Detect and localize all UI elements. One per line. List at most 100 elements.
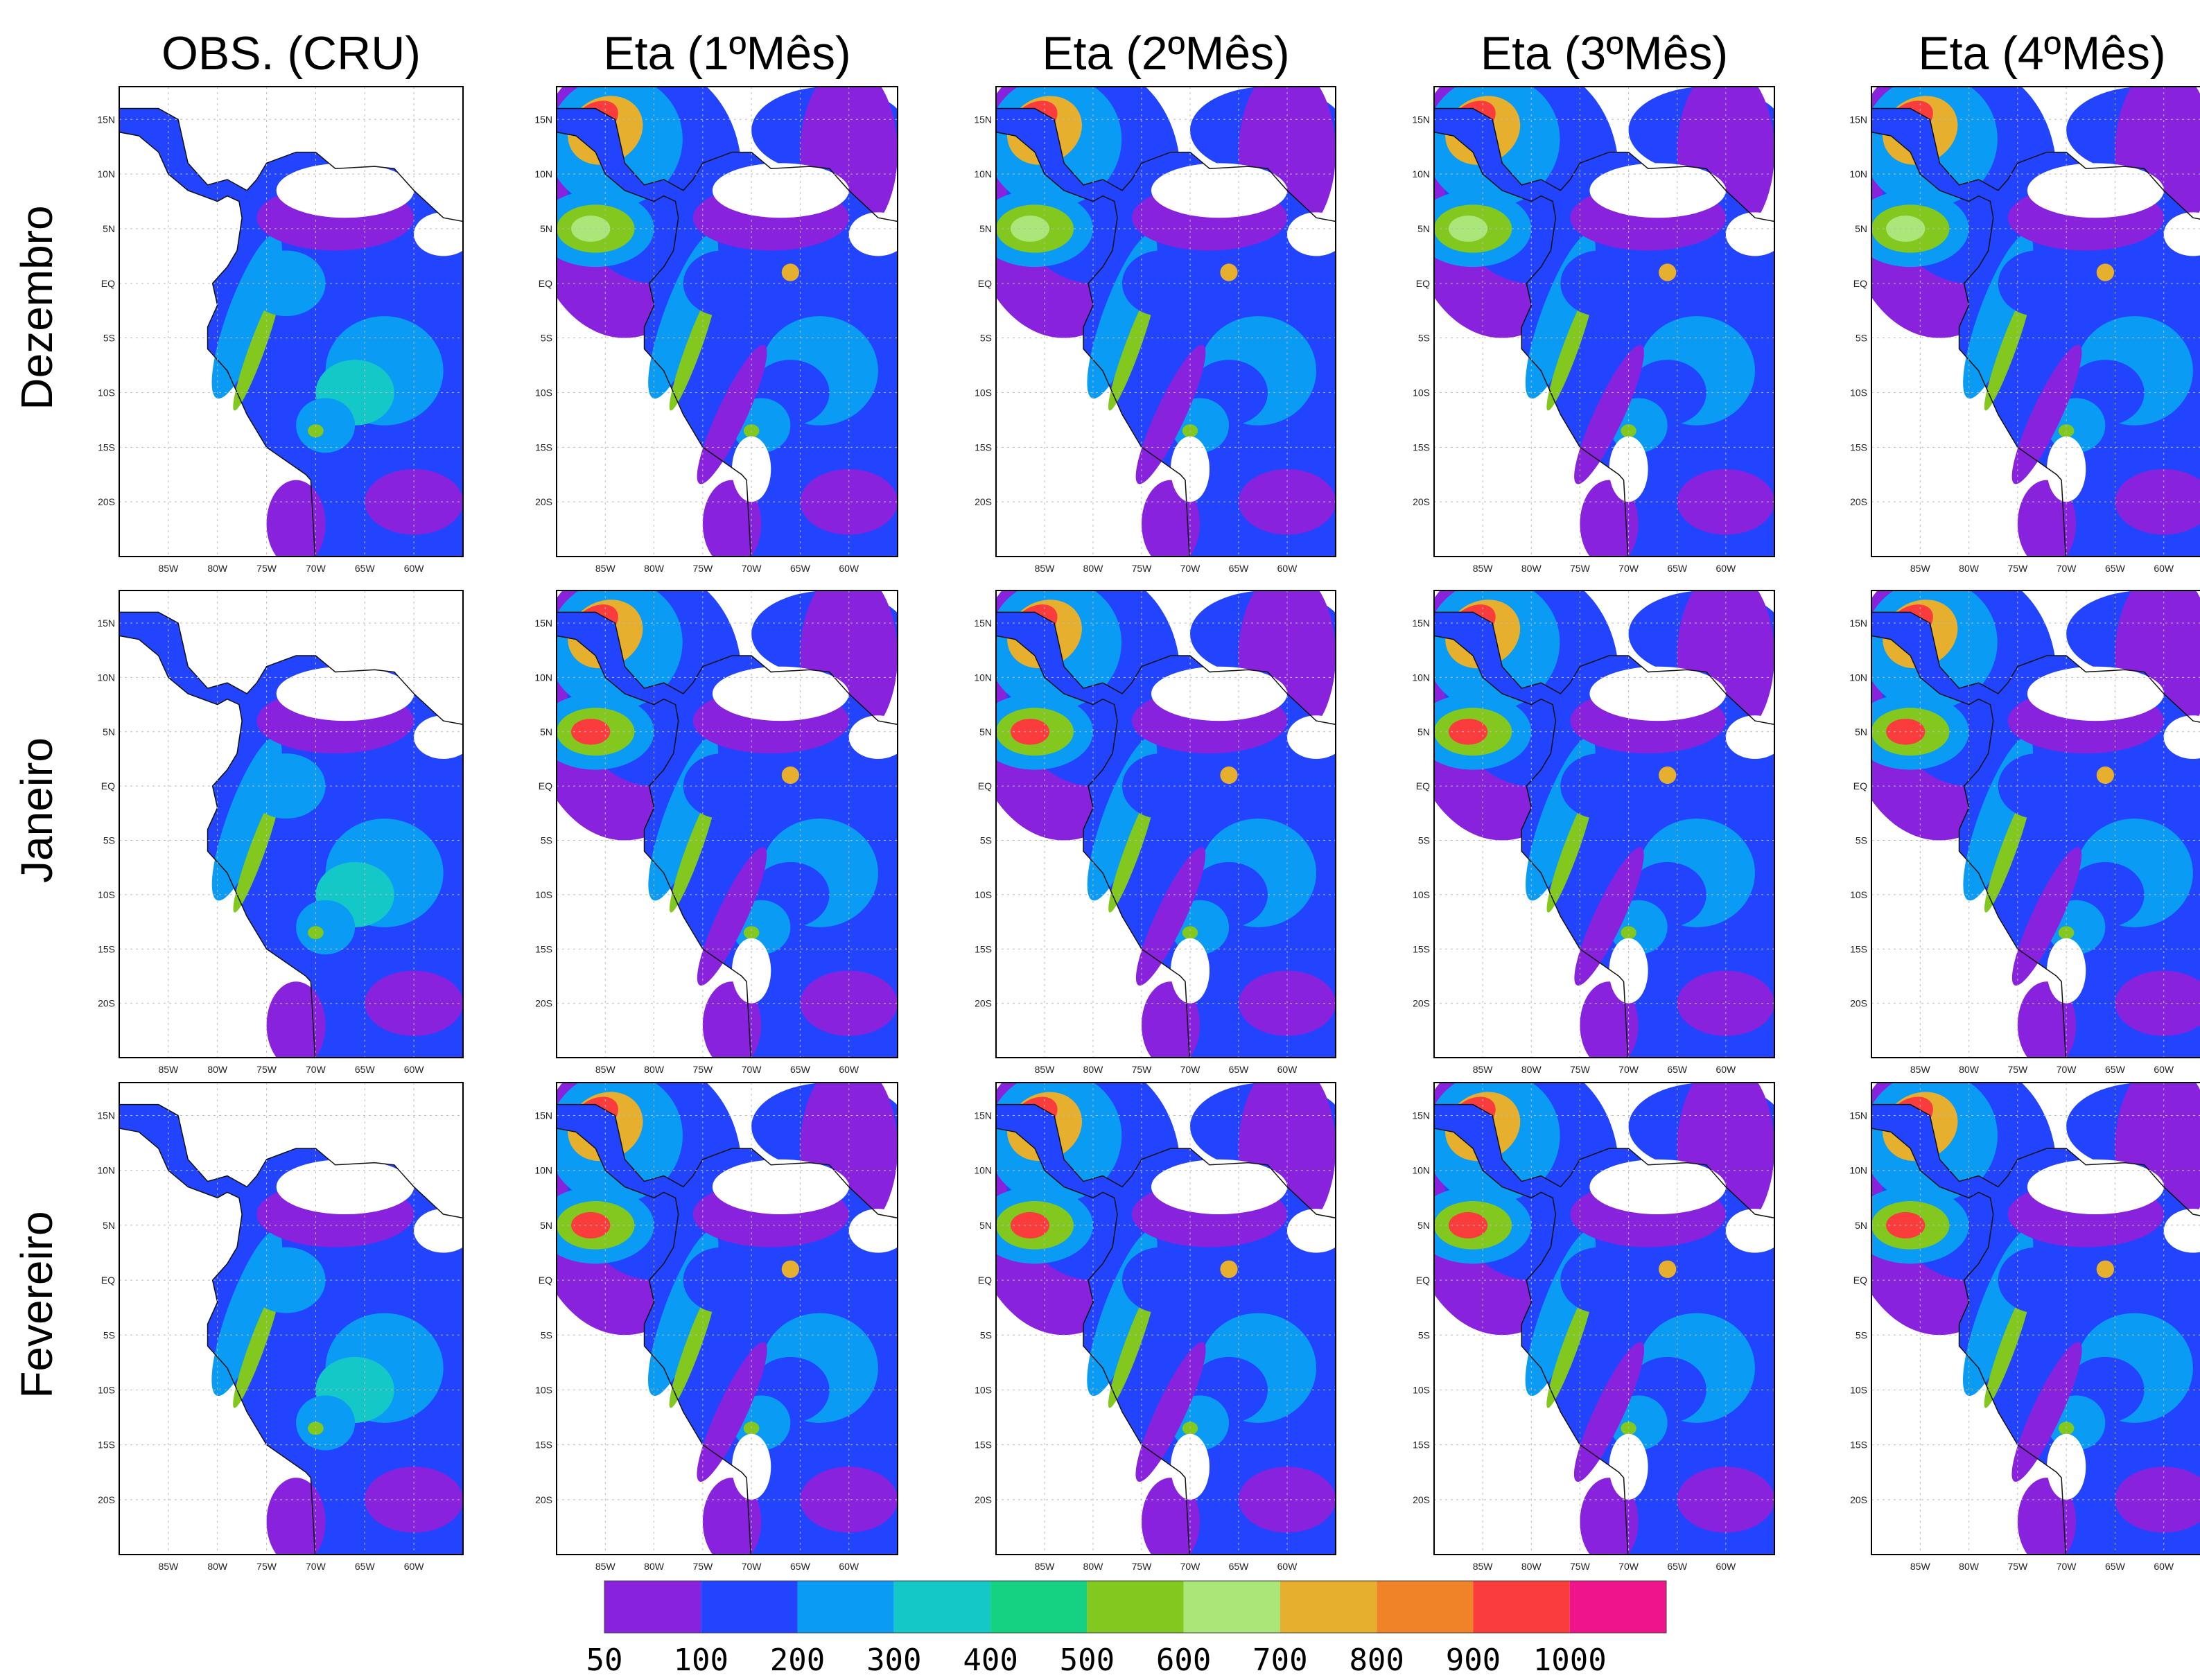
lat-tick-label: EQ <box>101 780 115 791</box>
lat-tick-label: 5S <box>103 333 115 344</box>
lat-tick-label: 10N <box>534 168 552 180</box>
lat-tick-label: 5N <box>1417 726 1430 737</box>
precip-area <box>1589 1159 1726 1215</box>
lon-tick-label: 85W <box>1473 563 1494 574</box>
precip-area <box>296 1395 356 1451</box>
precip-area <box>1239 469 1336 535</box>
lon-tick-label: 60W <box>1716 1561 1736 1572</box>
lon-tick-label: 60W <box>1277 1064 1298 1075</box>
coastline <box>1871 611 2200 1058</box>
lat-tick-label: 15N <box>1849 1110 1867 1121</box>
lon-tick-label: 80W <box>1959 563 1980 574</box>
precip-area <box>697 847 767 986</box>
precip-area <box>414 715 463 759</box>
lon-tick-label: 70W <box>1618 563 1639 574</box>
lat-tick-label: 10S <box>975 889 992 900</box>
lat-tick-label: 10N <box>97 1165 115 1176</box>
lat-tick-label: 5S <box>1418 1329 1430 1340</box>
lat-tick-label: 15S <box>98 943 115 954</box>
lon-tick-label: 70W <box>742 563 762 574</box>
lat-tick-label: 5N <box>1855 726 1867 737</box>
lon-tick-label: 65W <box>790 1064 811 1075</box>
precip-area <box>1659 263 1677 281</box>
precip-area <box>1171 938 1210 1004</box>
precip-area <box>2115 970 2200 1036</box>
lat-tick-label: 10S <box>98 387 115 398</box>
precip-area <box>276 1159 414 1215</box>
precip-area <box>1725 1209 1774 1253</box>
lat-tick-label: 20S <box>535 1494 552 1505</box>
lat-tick-label: 15S <box>98 1440 115 1451</box>
lat-tick-label: 5S <box>980 835 992 846</box>
precip-area <box>2047 938 2086 1004</box>
coastline <box>557 611 898 1058</box>
lon-tick-label: 65W <box>1229 1064 1250 1075</box>
lat-tick-label: 20S <box>98 496 115 507</box>
precip-area <box>1287 212 1336 256</box>
lon-tick-label: 80W <box>207 1064 228 1075</box>
row-label: Janeiro <box>12 737 62 883</box>
lat-tick-label: 15N <box>974 618 992 629</box>
precip-area <box>1984 789 2032 913</box>
lat-tick-label: 15S <box>1850 441 1867 453</box>
lat-tick-label: 15N <box>534 1110 552 1121</box>
precip-area <box>1998 753 2077 819</box>
lat-tick-label: 10S <box>535 1384 552 1395</box>
lon-tick-label: 65W <box>1667 1064 1688 1075</box>
lat-tick-label: 15S <box>975 943 992 954</box>
lon-tick-label: 65W <box>1229 1561 1250 1572</box>
map-frame <box>119 1082 464 1555</box>
column-title: Eta (1ºMês) <box>603 27 850 80</box>
lon-tick-label: 75W <box>256 563 277 574</box>
lon-tick-label: 80W <box>1959 1561 1980 1572</box>
precip-area <box>276 163 414 218</box>
lat-tick-label: 15S <box>535 943 552 954</box>
lat-tick-label: 15S <box>975 1440 992 1451</box>
precip-area <box>1725 715 1774 759</box>
lon-tick-label: 65W <box>1229 563 1250 574</box>
lat-tick-label: 5N <box>979 726 992 737</box>
lat-tick-label: 20S <box>1413 1494 1430 1505</box>
precip-area <box>1151 666 1287 721</box>
lat-tick-label: EQ <box>978 1275 992 1286</box>
lon-tick-label: 70W <box>306 1064 326 1075</box>
colorbar-label: 50 <box>586 1643 623 1678</box>
colorbar-swatch <box>1087 1581 1184 1633</box>
lat-tick-label: 5N <box>979 1220 992 1231</box>
precip-area <box>1135 1342 1206 1482</box>
lat-tick-label: 20S <box>98 998 115 1009</box>
precip-area <box>1621 926 1636 940</box>
precip-area <box>233 287 281 411</box>
lat-tick-label: 15N <box>1412 1110 1430 1121</box>
lat-tick-label: 10S <box>535 889 552 900</box>
lat-tick-label: 10S <box>1850 889 1867 900</box>
precip-area <box>2096 1260 2115 1278</box>
lat-tick-label: EQ <box>539 1275 552 1286</box>
precip-area <box>1220 1260 1238 1278</box>
lon-tick-label: 70W <box>742 1064 762 1075</box>
precip-area <box>2011 1342 2082 1482</box>
lon-tick-label: 60W <box>2154 1064 2174 1075</box>
map-frame <box>1433 1082 1775 1555</box>
precip-area <box>296 398 356 453</box>
lon-tick-label: 80W <box>207 1561 228 1572</box>
lon-tick-label: 70W <box>2057 1064 2077 1075</box>
lat-tick-label: 10S <box>98 889 115 900</box>
precip-area <box>848 715 898 759</box>
lon-tick-label: 80W <box>1083 563 1104 574</box>
lon-tick-label: 70W <box>742 1561 762 1572</box>
precip-area <box>414 212 463 256</box>
colorbar-label: 200 <box>770 1643 825 1678</box>
colorbar-swatch <box>604 1581 701 1633</box>
map-panel <box>1871 87 2200 557</box>
precip-area <box>669 1284 717 1408</box>
colorbar-swatch <box>797 1581 894 1633</box>
lat-tick-label: EQ <box>1416 1275 1430 1286</box>
precip-area <box>276 666 414 721</box>
colorbar-label: 400 <box>963 1643 1018 1678</box>
coastline <box>996 107 1336 557</box>
precip-area <box>2027 666 2164 721</box>
precip-area <box>800 469 898 535</box>
lon-tick-label: 85W <box>595 1561 616 1572</box>
